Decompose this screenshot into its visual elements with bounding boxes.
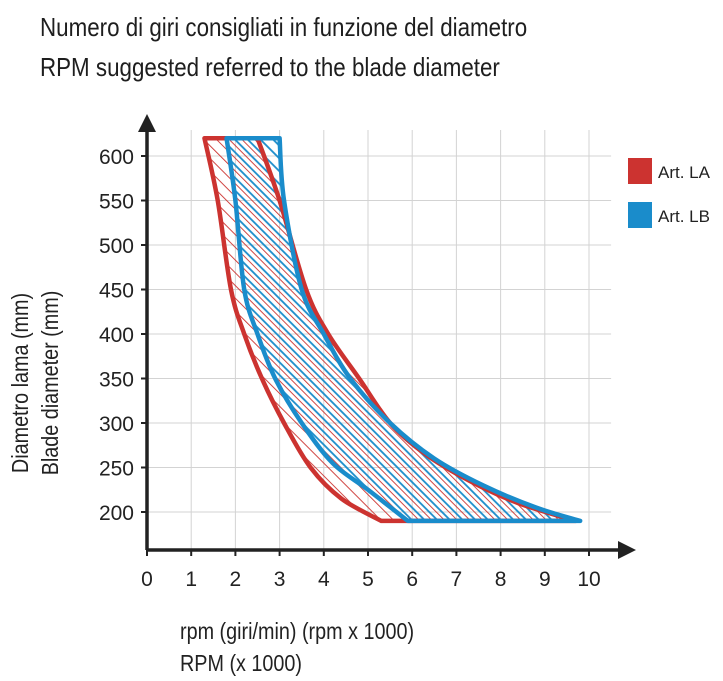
- y-tick-label-550: 550: [99, 191, 134, 214]
- x-tick-label-2: 2: [230, 568, 242, 591]
- chart-axes: [138, 114, 636, 559]
- x-tick-label-7: 7: [451, 568, 463, 591]
- y-tick-label-250: 250: [99, 458, 134, 481]
- x-axis-label-italian: rpm (giri/min) (rpm x 1000): [180, 618, 415, 644]
- y-axis-label-italian: Diametro lama (mm): [8, 293, 34, 473]
- band-fill-art-lb: [226, 138, 581, 521]
- band-fill-art-la: [204, 138, 576, 521]
- band-outline-art-lb: [224, 135, 583, 524]
- x-tick-label-3: 3: [274, 568, 286, 591]
- y-tick-label-200: 200: [99, 502, 134, 525]
- x-tick-label-6: 6: [406, 568, 418, 591]
- chart-legend: Art. LA Art. LB: [628, 158, 711, 228]
- x-tick-label-5: 5: [362, 568, 374, 591]
- y-tick-label-400: 400: [99, 324, 134, 347]
- legend-label-art-lb: Art. LB: [658, 207, 710, 226]
- chart-bands: [204, 138, 581, 521]
- x-axis-tick-labels: 0 1 2 3 4 5 6 7 8 9 10: [141, 550, 601, 591]
- y-tick-label-500: 500: [99, 235, 134, 258]
- y-axis-tick-labels: 200 250 300 350 400 450 500 550 600: [99, 146, 147, 525]
- legend-swatch-art-la: [628, 158, 652, 184]
- x-tick-label-10: 10: [577, 568, 600, 591]
- y-axis-label-english: Blade diameter (mm): [38, 291, 64, 476]
- chart-title-english: RPM suggested referred to the blade diam…: [40, 52, 500, 82]
- y-tick-label-300: 300: [99, 413, 134, 436]
- x-tick-label-0: 0: [141, 568, 153, 591]
- x-tick-label-8: 8: [495, 568, 507, 591]
- y-tick-label-450: 450: [99, 280, 134, 303]
- y-tick-label-600: 600: [99, 146, 134, 169]
- y-tick-label-350: 350: [99, 369, 134, 392]
- legend-label-art-la: Art. LA: [658, 163, 711, 182]
- y-axis-labels: Diametro lama (mm) Blade diameter (mm): [8, 291, 64, 476]
- x-tick-label-4: 4: [318, 568, 330, 591]
- chart-title-italian: Numero di giri consigliati in funzione d…: [40, 12, 528, 42]
- x-tick-label-9: 9: [539, 568, 551, 591]
- x-axis-label-english: RPM (x 1000): [180, 650, 303, 676]
- x-axis-arrow: [618, 541, 636, 559]
- chart-outlines: [202, 135, 583, 524]
- x-tick-label-1: 1: [185, 568, 197, 591]
- legend-swatch-art-lb: [628, 202, 652, 228]
- y-axis-arrow: [138, 114, 156, 132]
